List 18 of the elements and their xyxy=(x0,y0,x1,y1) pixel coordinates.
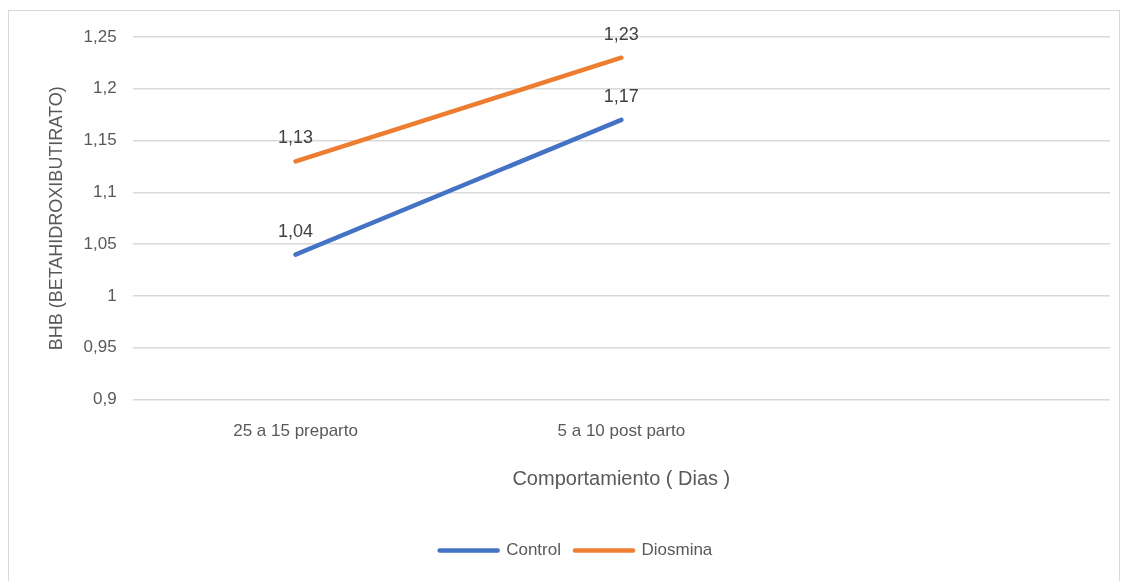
y-axis-title: BHB (BETAHIDROXIBUTIRATO) xyxy=(45,86,66,351)
data-label: 1,04 xyxy=(278,220,314,241)
y-tick-label: 1,2 xyxy=(93,78,117,98)
y-tick-label: 1,1 xyxy=(93,182,117,202)
data-label: 1,23 xyxy=(603,23,639,44)
legend-label: Control xyxy=(506,540,561,560)
y-tick-label: 1,05 xyxy=(83,233,117,253)
y-tick-label: 1 xyxy=(107,285,117,305)
y-tick-label: 1,15 xyxy=(83,130,117,150)
y-tick-label: 1,25 xyxy=(83,26,117,46)
x-tick-label: 25 a 15 preparto xyxy=(233,421,358,441)
data-label: 1,13 xyxy=(278,127,314,148)
y-tick-label: 0,95 xyxy=(83,337,117,357)
data-label: 1,17 xyxy=(603,85,639,106)
legend-label: Diosmina xyxy=(641,540,713,560)
y-tick-label: 0,9 xyxy=(93,389,117,409)
x-axis-title: Comportamiento ( Dias ) xyxy=(512,466,731,489)
x-tick-label: 5 a 10 post parto xyxy=(557,421,686,441)
